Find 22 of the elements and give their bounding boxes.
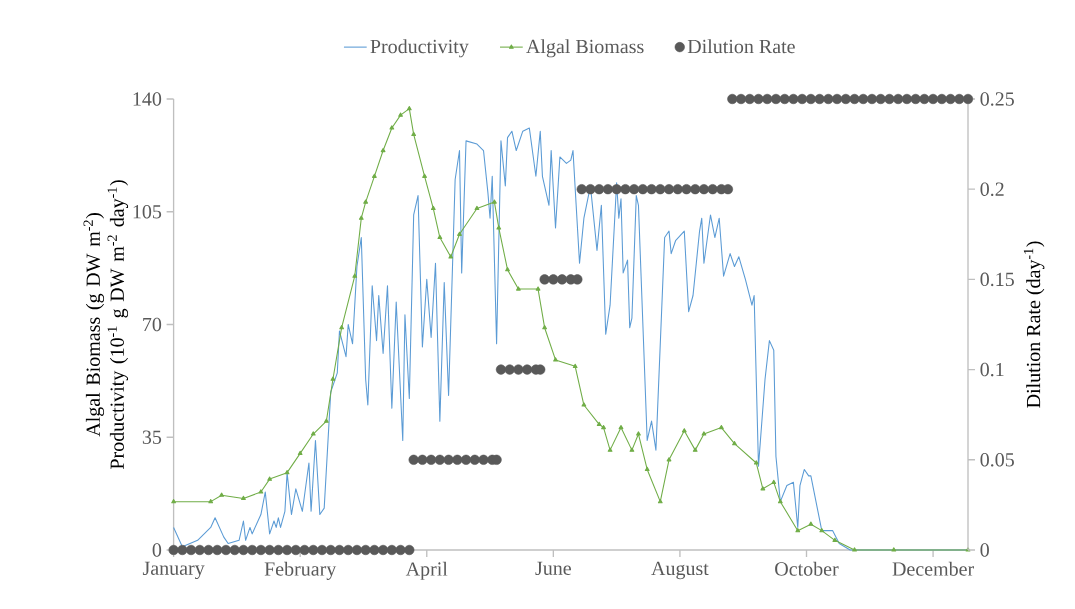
y2-tick-label: 0.05 (980, 452, 1014, 467)
legend-label: Dilution Rate (687, 39, 795, 54)
x-tick-label: April (405, 561, 448, 580)
y2-tick-label: 0.25 (980, 92, 1014, 106)
y-tick-label: 35 (142, 430, 162, 444)
y-tick-label: 70 (143, 317, 162, 332)
legend-label: Productivity (370, 39, 469, 58)
x-tick-label: June (535, 561, 571, 575)
y2-axis-title: Dilution Rate (day$^{-1}$) (1023, 241, 1045, 408)
legend-label: Algal Biomass (526, 39, 644, 58)
x-tick-label: February (264, 561, 337, 580)
y-tick-label: 0 (152, 543, 162, 557)
y2-tick-label: 0.1 (980, 362, 1004, 377)
y2-tick-label: 0.15 (980, 272, 1014, 287)
x-tick-label: January (142, 561, 205, 580)
y-tick-label: 140 (133, 92, 162, 106)
x-tick-label: December (892, 561, 974, 576)
x-tick-label: August (651, 561, 709, 580)
y2-tick-label: 0.2 (980, 182, 1004, 196)
x-tick-label: October (775, 561, 839, 576)
y2-tick-label: 0 (980, 543, 989, 557)
y-tick-label: 105 (133, 204, 162, 219)
